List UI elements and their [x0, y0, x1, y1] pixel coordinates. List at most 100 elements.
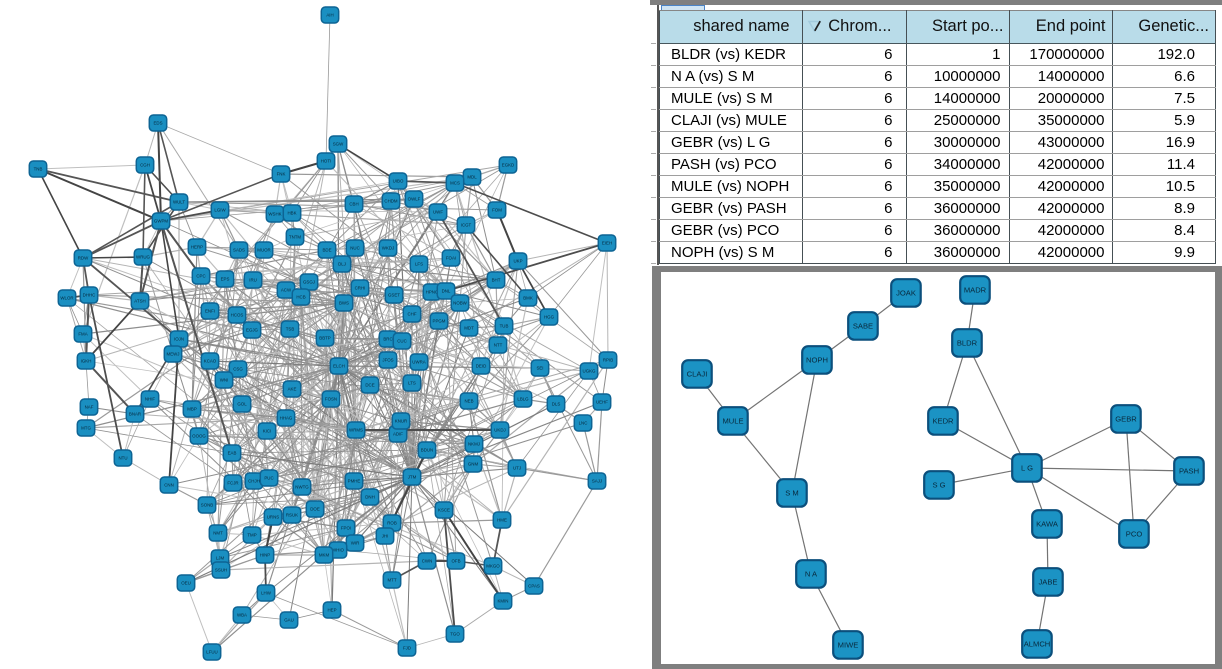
- svg-text:EIEH: EIEH: [602, 241, 612, 246]
- svg-text:JHI: JHI: [382, 534, 389, 539]
- svg-text:MUOR: MUOR: [257, 248, 270, 253]
- svg-text:EGJG: EGJG: [246, 328, 259, 333]
- svg-text:WRUG: WRUG: [136, 255, 150, 260]
- svg-text:L G: L G: [1021, 464, 1033, 473]
- svg-text:LBLG: LBLG: [517, 397, 529, 402]
- svg-text:MCS: MCS: [450, 181, 460, 186]
- svg-text:WHIO: WHIO: [332, 548, 345, 553]
- svg-text:HINP: HINP: [260, 553, 271, 558]
- svg-text:CRHI: CRHI: [355, 286, 366, 291]
- svg-text:CPAS: CPAS: [528, 584, 540, 589]
- svg-text:KSCE: KSCE: [438, 508, 450, 513]
- svg-text:RDW: RDW: [78, 256, 89, 261]
- svg-text:UTJ: UTJ: [513, 466, 521, 471]
- svg-text:UGKG: UGKG: [583, 369, 597, 374]
- svg-text:DEID: DEID: [476, 364, 487, 369]
- svg-text:HERP: HERP: [191, 245, 203, 250]
- svg-text:DNL: DNL: [442, 289, 451, 294]
- svg-text:SONB: SONB: [201, 503, 214, 508]
- svg-text:NTU: NTU: [118, 456, 127, 461]
- svg-text:FNK: FNK: [277, 172, 286, 177]
- svg-text:GOL: GOL: [237, 402, 247, 407]
- svg-text:NUC: NUC: [350, 246, 360, 251]
- svg-text:LFUU: LFUU: [206, 650, 217, 655]
- svg-text:BBTP: BBTP: [319, 336, 331, 341]
- svg-text:MIWE: MIWE: [838, 641, 859, 650]
- svg-text:RSUK: RSUK: [286, 513, 298, 518]
- svg-text:HME: HME: [497, 518, 507, 523]
- svg-text:UWRA: UWRA: [412, 360, 425, 365]
- svg-text:OFB: OFB: [451, 559, 460, 564]
- svg-text:BDUN: BDUN: [421, 448, 433, 453]
- svg-text:TSB: TSB: [286, 327, 295, 332]
- svg-text:BMK: BMK: [523, 296, 533, 301]
- svg-text:URNS: URNS: [267, 515, 280, 520]
- svg-text:FOAI: FOAI: [446, 256, 456, 261]
- svg-text:PCO: PCO: [1126, 530, 1143, 539]
- svg-text:ADIF: ADIF: [393, 432, 403, 437]
- svg-text:SAJJ: SAJJ: [592, 479, 602, 484]
- svg-text:UWF: UWF: [433, 210, 443, 215]
- svg-text:WSHK: WSHK: [268, 212, 281, 217]
- svg-text:GEBR: GEBR: [1115, 415, 1137, 424]
- svg-text:HBK: HBK: [287, 211, 296, 216]
- svg-text:CHF: CHF: [407, 312, 416, 317]
- svg-text:BRC: BRC: [383, 337, 392, 342]
- svg-text:UEHF: UEHF: [596, 400, 608, 405]
- svg-text:NMT: NMT: [213, 531, 223, 536]
- svg-text:GAU: GAU: [284, 618, 294, 623]
- svg-text:TNB: TNB: [34, 167, 43, 172]
- svg-text:HGG: HGG: [544, 315, 555, 320]
- svg-text:CHDM: CHDM: [384, 199, 398, 204]
- svg-text:NEB: NEB: [464, 399, 473, 404]
- svg-text:CWN: CWN: [422, 559, 433, 564]
- svg-text:MTT: MTT: [387, 578, 396, 583]
- svg-text:BNAR: BNAR: [129, 412, 141, 417]
- svg-text:WBA: WBA: [237, 613, 247, 618]
- svg-text:GNM: GNM: [468, 462, 479, 467]
- svg-text:UKDJ: UKDJ: [494, 428, 505, 433]
- svg-text:DHHC: DHHC: [83, 293, 96, 298]
- svg-text:PASH: PASH: [1179, 467, 1199, 476]
- svg-text:PMHE: PMHE: [348, 479, 361, 484]
- svg-text:ACW: ACW: [281, 288, 292, 293]
- svg-text:BDE: BDE: [322, 248, 331, 253]
- svg-text:SABE: SABE: [853, 322, 873, 331]
- svg-text:BLDR: BLDR: [957, 339, 978, 348]
- svg-text:RPIB: RPIB: [603, 358, 613, 363]
- svg-text:CSG: CSG: [233, 367, 243, 372]
- svg-text:MDT: MDT: [464, 326, 474, 331]
- svg-text:KAWA: KAWA: [1036, 520, 1059, 529]
- svg-text:EDS: EDS: [153, 121, 162, 126]
- svg-text:LJM: LJM: [216, 556, 225, 561]
- svg-text:TUB: TUB: [500, 324, 509, 329]
- svg-text:HCOS: HCOS: [231, 313, 244, 318]
- svg-text:IRU: IRU: [249, 278, 257, 283]
- svg-text:DOE: DOE: [310, 507, 320, 512]
- svg-text:JTM: JTM: [408, 475, 417, 480]
- svg-text:KEDR: KEDR: [932, 417, 954, 426]
- svg-text:LNC: LNC: [579, 421, 588, 426]
- svg-text:CPC: CPC: [196, 274, 205, 279]
- svg-text:S G: S G: [932, 481, 945, 490]
- svg-text:UIBO: UIBO: [393, 179, 404, 184]
- svg-text:CGH: CGH: [140, 163, 150, 168]
- svg-text:DLJ: DLJ: [338, 262, 346, 267]
- svg-text:PUC: PUC: [264, 476, 273, 481]
- svg-text:NOBW: NOBW: [453, 301, 468, 306]
- svg-text:EGKD: EGKD: [502, 163, 514, 168]
- svg-text:ATSH: ATSH: [134, 299, 145, 304]
- svg-text:NKMJ: NKMJ: [468, 442, 480, 447]
- svg-text:DCE: DCE: [365, 383, 374, 388]
- svg-text:CBH: CBH: [349, 202, 358, 207]
- svg-text:MKGO: MKGO: [486, 564, 500, 569]
- svg-text:TNTM: TNTM: [289, 235, 302, 240]
- svg-text:TGO: TGO: [450, 632, 460, 637]
- svg-text:EAB: EAB: [228, 451, 237, 456]
- svg-text:NWTG: NWTG: [295, 485, 309, 490]
- svg-text:MULE: MULE: [722, 417, 743, 426]
- svg-text:AKE: AKE: [288, 387, 297, 392]
- svg-text:DLS: DLS: [552, 402, 561, 407]
- svg-text:MTG: MTG: [81, 426, 91, 431]
- svg-text:HPNG: HPNG: [426, 290, 439, 295]
